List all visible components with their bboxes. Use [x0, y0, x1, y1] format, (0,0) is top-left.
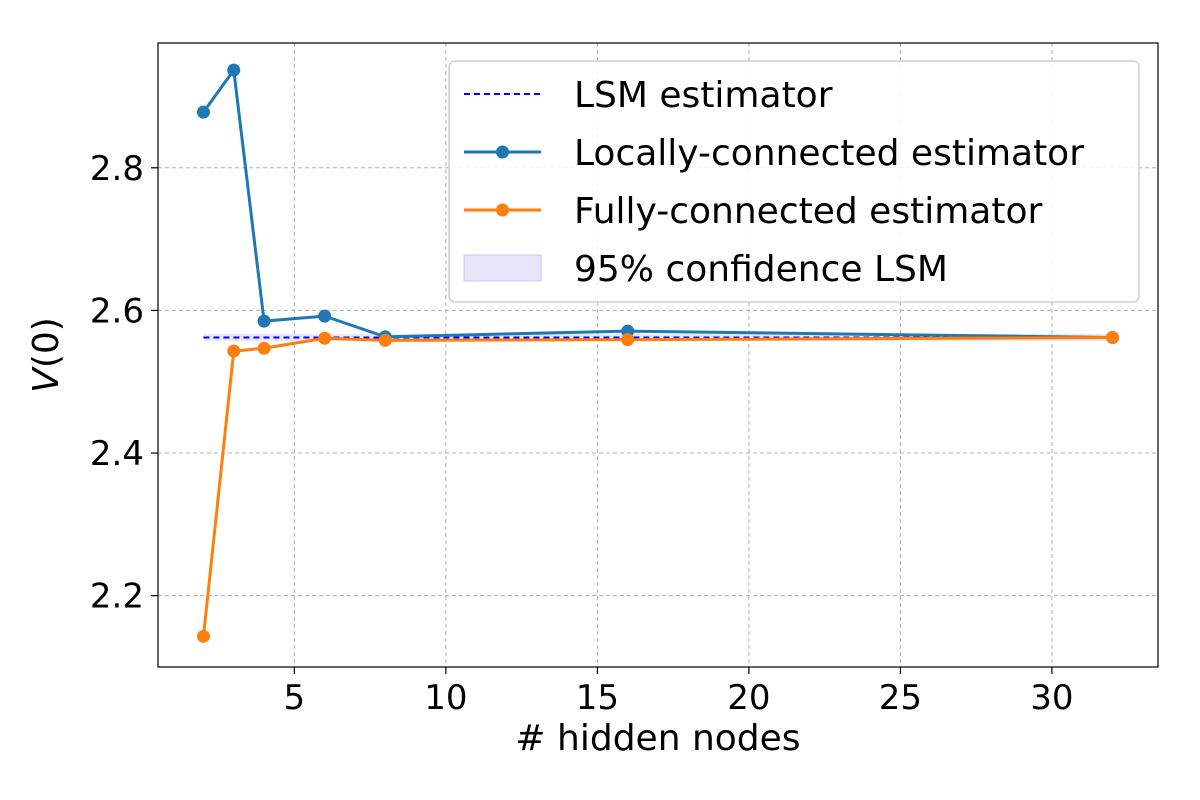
legend-label: Locally-connected estimator	[574, 133, 1084, 174]
x-tick-label: 25	[879, 678, 922, 718]
data-point	[318, 309, 332, 323]
data-point	[621, 333, 635, 347]
plot-frame	[157, 42, 1159, 668]
data-point	[257, 314, 271, 328]
legend-item: 95% confidence LSM	[463, 249, 948, 290]
x-axis-ticks: 5 10 15 20 25 30	[284, 667, 1074, 718]
x-axis-label: # hidden nodes	[515, 718, 800, 759]
x-tick-label: 10	[424, 678, 467, 718]
legend-label: LSM estimator	[574, 75, 833, 116]
x-tick-label: 15	[576, 678, 619, 718]
data-point	[227, 344, 241, 358]
legend-marker	[496, 203, 509, 217]
legend-box	[448, 60, 1140, 303]
y-tick-label: 2.4	[90, 434, 144, 474]
y-tick-label: 2.6	[90, 291, 144, 331]
legend-label: Fully-connected estimator	[574, 191, 1042, 232]
data-point	[257, 341, 271, 355]
data-point	[318, 331, 332, 345]
y-axis-ticks: 2.2 2.4 2.6 2.8	[90, 149, 158, 617]
data-point	[378, 333, 392, 347]
series-layer	[196, 63, 1120, 643]
y-tick-label: 2.2	[90, 577, 144, 617]
data-point	[227, 63, 241, 77]
x-tick-label: 30	[1030, 678, 1073, 718]
legend-item: Locally-connected estimator	[464, 133, 1084, 174]
data-point	[1106, 331, 1120, 345]
y-axis-label: V(0)	[26, 317, 67, 393]
legend-swatch	[463, 254, 542, 282]
legend-label: 95% confidence LSM	[574, 249, 948, 290]
legend-item: Fully-connected estimator	[464, 191, 1042, 232]
x-tick-label: 5	[284, 678, 306, 718]
series-2	[196, 331, 1120, 643]
y-tick-label: 2.8	[90, 149, 144, 189]
legend-item: LSM estimator	[464, 75, 833, 116]
data-point	[196, 105, 210, 119]
x-tick-label: 20	[727, 678, 770, 718]
data-point	[196, 629, 210, 643]
legend: LSM estimator Locally-connected estimator…	[448, 60, 1140, 303]
legend-marker	[496, 145, 509, 159]
